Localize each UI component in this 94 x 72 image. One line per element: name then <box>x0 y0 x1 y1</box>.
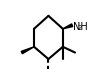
Polygon shape <box>63 24 73 29</box>
Text: 2: 2 <box>78 25 82 31</box>
Text: NH: NH <box>73 22 87 32</box>
Polygon shape <box>21 47 34 54</box>
